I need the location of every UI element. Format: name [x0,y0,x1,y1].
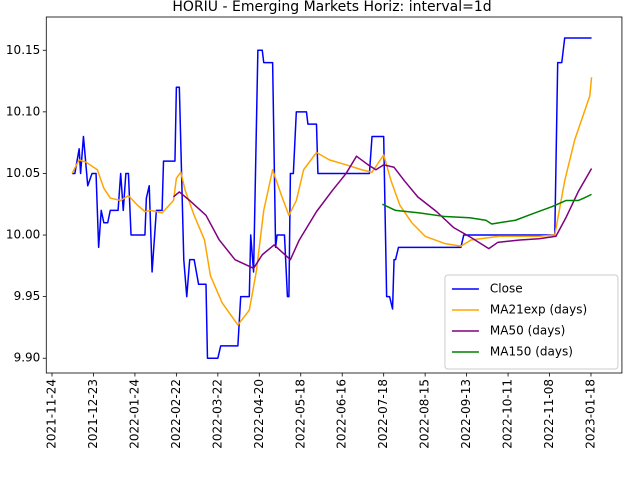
legend-label: MA21exp (days) [490,303,587,317]
x-tick-label: 2022-02-22 [169,379,183,449]
plot-frame [45,16,623,374]
x-tick-label: 2021-12-23 [86,379,100,449]
line-series [173,155,593,270]
legend-label: MA150 (days) [490,345,573,359]
x-tick-label: 2022-05-18 [293,379,307,449]
y-tick-label: 10.05 [6,166,40,180]
x-tick-label: 2021-11-24 [45,379,59,449]
y-tick-label: 9.90 [14,351,41,365]
x-tick-label: 2022-10-11 [501,379,515,449]
legend: Close MA21exp (days) MA50 (days) MA150 (day… [444,274,619,370]
x-tick-label: 2022-01-24 [127,379,141,449]
y-tick-label: 9.95 [14,289,41,303]
legend-box [444,274,619,370]
y-tick-label: 10.15 [6,43,40,57]
x-tick-label: 2022-04-20 [252,379,266,449]
y-tick-label: 10.00 [6,228,40,242]
y-tick-label: 10.10 [6,104,40,118]
legend-label: Close [490,282,523,296]
x-tick-label: 2023-01-18 [583,379,597,449]
x-tick-label: 2022-06-16 [335,379,349,449]
legend-label: MA50 (days) [490,324,565,338]
line-series [72,37,592,359]
x-tick-label: 2022-07-18 [376,379,390,449]
line-series [382,193,592,225]
x-tick-label: 2022-09-13 [459,379,473,449]
x-tick-label: 2022-03-22 [210,379,224,449]
line-series [71,77,593,326]
x-tick-label: 2022-11-08 [542,379,556,449]
x-tick-label: 2022-08-15 [418,379,432,449]
chart-title: HORIU - Emerging Markets Horiz: interval… [172,0,491,15]
